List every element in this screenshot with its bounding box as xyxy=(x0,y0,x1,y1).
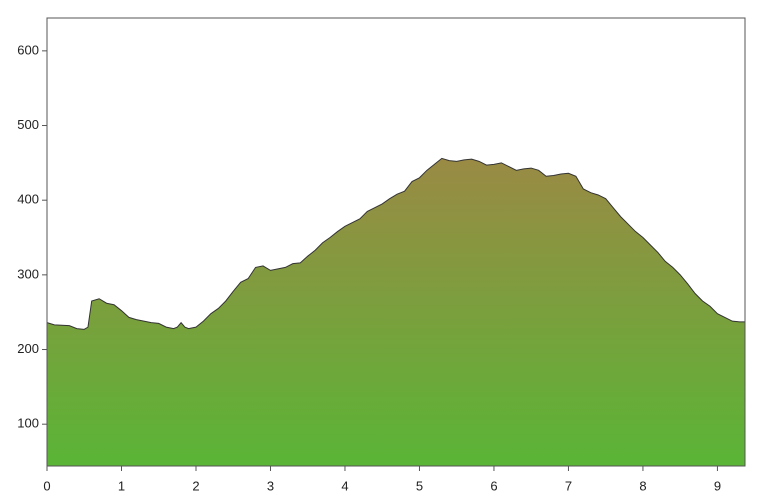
x-tick-label: 0 xyxy=(43,478,50,493)
y-tick-label: 300 xyxy=(17,266,39,281)
plot-frame xyxy=(46,17,746,467)
y-tick-label: 200 xyxy=(17,341,39,356)
x-tick-label: 8 xyxy=(639,478,646,493)
x-tick-label: 1 xyxy=(118,478,125,493)
x-tick-label: 9 xyxy=(714,478,721,493)
y-tick-label: 500 xyxy=(17,117,39,132)
x-tick-label: 7 xyxy=(565,478,572,493)
y-tick-label: 400 xyxy=(17,192,39,207)
elevation-line xyxy=(46,157,745,330)
x-tick-label: 4 xyxy=(341,478,348,493)
x-tick-label: 2 xyxy=(192,478,199,493)
x-tick-label: 3 xyxy=(267,478,274,493)
y-tick-label: 100 xyxy=(17,416,39,431)
area-fill xyxy=(47,158,745,466)
x-tick-label: 5 xyxy=(416,478,423,493)
y-tick-label: 600 xyxy=(17,42,39,57)
x-tick-label: 6 xyxy=(490,478,497,493)
